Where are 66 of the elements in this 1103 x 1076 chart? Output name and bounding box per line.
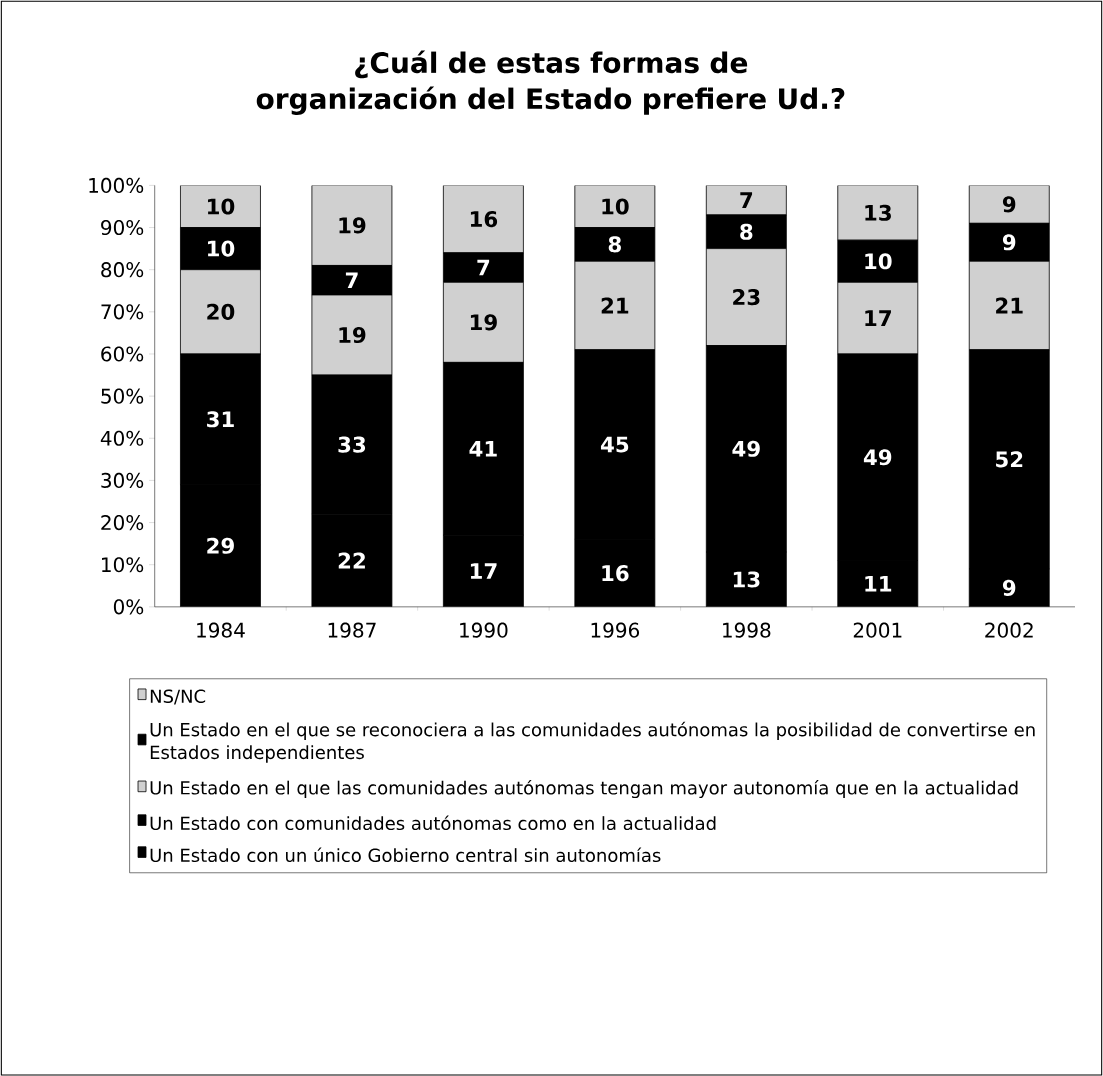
- bar: [574, 185, 656, 228]
- bar: [705, 185, 787, 216]
- data-label: 16: [602, 564, 629, 582]
- data-label: 23: [733, 288, 760, 305]
- data-label: 52: [996, 451, 1023, 468]
- data-label: 19: [339, 217, 366, 234]
- data-label: 7: [345, 272, 358, 288]
- data-label: 20: [207, 303, 235, 320]
- data-label: 45: [600, 436, 629, 453]
- data-label: 19: [470, 314, 497, 331]
- x-tick-label: 1987: [328, 622, 376, 638]
- data-label: 49: [732, 440, 760, 457]
- data-label: 29: [207, 537, 234, 554]
- data-label: 7: [740, 192, 753, 208]
- legend-label: Un Estado en el que las comunidades autónomas tengan mayor autonomía que en la actualidad: [150, 779, 1018, 798]
- y-tick-label: 0%: [113, 599, 144, 615]
- data-label: 9: [1002, 579, 1016, 596]
- x-tick-label: 2002: [985, 622, 1033, 638]
- data-label: 13: [865, 204, 891, 221]
- x-tick-label: 1998: [723, 622, 771, 638]
- chart-title: ¿Cuál de estas formas de organización del Estado prefiere Ud.?: [256, 50, 845, 115]
- y-tick-label: 90%: [101, 219, 144, 235]
- data-label: 17: [865, 310, 891, 326]
- data-label: 8: [740, 223, 753, 240]
- y-tick-label: 50%: [101, 388, 144, 404]
- data-label: 41: [469, 440, 497, 457]
- y-tick-label: 40%: [100, 430, 144, 446]
- data-label: 9: [1002, 196, 1016, 213]
- data-label: 7: [477, 259, 490, 276]
- legend-label: NS/NC: [150, 689, 206, 705]
- data-label: 10: [865, 253, 892, 270]
- bar: [180, 185, 261, 228]
- data-label: 16: [470, 210, 498, 227]
- data-label: 19: [339, 326, 366, 343]
- x-tick-label: 1984: [197, 622, 245, 638]
- data-label: 17: [470, 563, 497, 579]
- bar: [442, 185, 524, 254]
- data-label: 31: [207, 411, 234, 428]
- data-label: 11: [865, 575, 892, 592]
- x-tick-label: 2001: [853, 622, 902, 638]
- data-label: 21: [601, 297, 629, 314]
- y-tick-label: 30%: [101, 472, 144, 488]
- data-label: 8: [608, 236, 621, 253]
- data-label: 9: [1002, 234, 1016, 251]
- y-tick-label: 10%: [102, 556, 144, 573]
- data-label: 10: [602, 198, 629, 215]
- data-label: 33: [338, 436, 366, 453]
- y-tick-label: 70%: [101, 304, 144, 320]
- bar: [837, 185, 919, 241]
- y-tick-label: 80%: [101, 261, 144, 278]
- y-tick-label: 100%: [89, 177, 144, 193]
- legend-label: Un Estado con un único Gobierno central sin autonomías: [150, 847, 661, 862]
- data-label: 21: [996, 297, 1023, 314]
- data-label: 13: [733, 571, 760, 588]
- data-label: 10: [208, 198, 235, 215]
- data-label: 49: [863, 449, 892, 466]
- data-label: 10: [208, 240, 235, 257]
- bar: [968, 185, 1050, 224]
- y-tick-label: 60%: [101, 346, 144, 362]
- legend-label: Un Estado con comunidades autónomas como en la actualidad: [150, 815, 716, 830]
- x-tick-label: 1996: [591, 622, 640, 638]
- data-label: 22: [338, 552, 365, 569]
- x-tick-label: 1990: [460, 622, 508, 638]
- bar: [311, 185, 393, 266]
- y-tick-label: 20%: [101, 514, 144, 530]
- legend-label: Un Estado en el que se reconociera a las comunidades autónomas la posibilidad de convertirse en Estados independientes: [150, 721, 1035, 763]
